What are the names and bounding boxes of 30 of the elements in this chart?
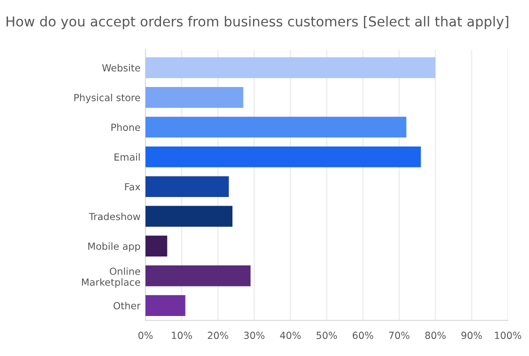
x-tick-label: 90% [461,332,482,340]
y-tick-label: Email [114,153,140,161]
bar [145,87,244,108]
bar [145,206,232,227]
bar [145,265,251,286]
bar [145,57,436,78]
x-tick-label: 100% [495,332,522,340]
bar [145,236,168,256]
x-tick-label: 80% [425,332,446,340]
y-tick-label: Website [102,64,140,72]
y-tick-label: Online Marketplace [82,267,140,288]
chart-title: How do you accept orders from business customers [Select all that apply] [6,16,508,30]
x-tick-label: 50% [316,332,337,340]
y-tick-label: Fax [125,183,140,190]
bar [145,295,186,316]
x-tick-label: 0% [138,332,153,340]
x-tick-label: 10% [172,332,192,340]
bar [145,116,406,138]
y-tick-label: Phone [111,123,140,131]
x-tick-label: 60% [352,332,374,340]
y-tick-label: Other [114,302,141,310]
x-tick-label: 20% [208,332,228,340]
bar [145,176,229,198]
x-tick-label: 40% [280,332,301,340]
x-tick-label: 70% [389,332,410,340]
bar [145,146,421,168]
x-tick-label: 30% [244,332,264,340]
y-tick-label: Mobile app [88,242,140,252]
y-tick-label: Tradeshow [88,212,140,220]
y-tick-label: Physical store [74,94,140,104]
